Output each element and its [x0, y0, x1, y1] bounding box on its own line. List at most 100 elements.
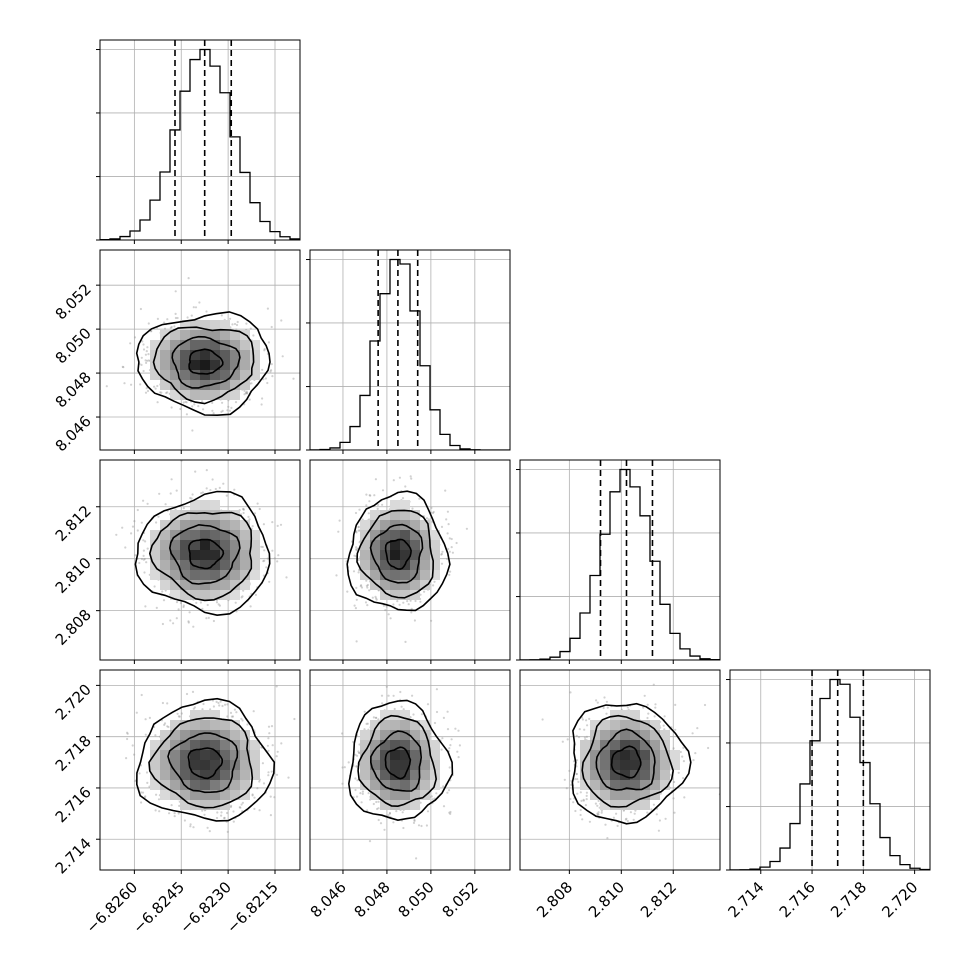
scatter-point [260, 746, 263, 749]
scatter-point [201, 607, 204, 611]
scatter-point [254, 593, 257, 597]
scatter-point [131, 744, 134, 747]
density-bin [200, 560, 210, 570]
scatter-point [341, 732, 344, 735]
scatter-point [447, 523, 450, 526]
y-tick-label: 2.718 [52, 732, 95, 775]
density-bin [150, 530, 160, 540]
density-bin [210, 710, 220, 720]
density-bin [390, 500, 400, 510]
scatter-point [163, 722, 167, 725]
scatter-point [576, 778, 579, 781]
density-bin [600, 760, 610, 770]
density-bin [240, 370, 250, 380]
scatter-point [582, 799, 585, 802]
y-tick-label: 2.808 [52, 606, 95, 649]
density-bin [250, 550, 260, 560]
scatter-point [365, 584, 368, 587]
density-bin [360, 540, 370, 550]
scatter-point [355, 531, 358, 534]
density-bin [370, 720, 380, 730]
scatter-point [400, 705, 403, 708]
scatter-point [187, 620, 190, 623]
scatter-point [420, 824, 423, 828]
contour-level-3 [135, 311, 271, 417]
density-bin [240, 340, 250, 350]
scatter-point [139, 383, 142, 386]
density-bin [170, 590, 180, 600]
density-bin [180, 350, 190, 360]
density-bin [190, 330, 200, 340]
contour-level-0 [384, 538, 412, 570]
scatter-point [193, 706, 196, 709]
scatter-point [192, 625, 195, 628]
scatter-point [221, 409, 224, 412]
density-bin [180, 740, 190, 750]
contour-level-3 [571, 702, 692, 825]
density-bin [640, 740, 650, 750]
y-tick-label: 2.716 [52, 783, 95, 826]
density-bin [190, 720, 200, 730]
density-bin [400, 720, 410, 730]
density-bin [210, 760, 220, 770]
scatter-point [581, 818, 584, 821]
scatter-point [187, 277, 190, 280]
density-bin [630, 750, 640, 760]
density-bin [230, 520, 240, 530]
density-bin [200, 550, 210, 560]
density-bin [230, 360, 240, 370]
density-bin [240, 360, 250, 370]
scatter-point [368, 840, 372, 843]
contour-level-0 [187, 747, 223, 780]
density-bin [220, 510, 230, 520]
x-tick-label: −6.8215 [223, 878, 282, 937]
scatter-point [215, 700, 218, 704]
scatter-point [142, 558, 145, 561]
scatter-point [187, 621, 190, 624]
scatter-point [133, 520, 136, 523]
scatter-point [241, 595, 244, 598]
scatter-point [418, 497, 421, 500]
density-bin [150, 540, 160, 550]
scatter-point [572, 760, 576, 763]
density-bin [160, 340, 170, 350]
scatter-point [169, 326, 172, 329]
density-bin [160, 530, 170, 540]
scatter-point [276, 750, 279, 753]
density-bin [190, 750, 200, 760]
scatter-point [377, 800, 380, 803]
scatter-point [176, 712, 179, 715]
scatter-point [352, 570, 356, 573]
scatter-point [579, 791, 582, 794]
density-bin [230, 790, 240, 800]
scatter-point [230, 715, 234, 718]
scatter-point [267, 749, 270, 752]
density-bin [610, 770, 620, 780]
scatter-point [357, 529, 360, 532]
density-bin [410, 760, 420, 770]
scatter-point [585, 794, 588, 798]
scatter-point [385, 685, 388, 688]
scatter-point [268, 732, 271, 735]
scatter-point [691, 732, 694, 735]
density-bin [430, 750, 440, 760]
scatter-point [280, 742, 283, 745]
density-bin [390, 710, 400, 720]
density-bin [170, 550, 180, 560]
density-bin [630, 780, 640, 790]
density-bin [610, 710, 620, 720]
scatter-point [629, 811, 633, 814]
scatter-point [143, 557, 146, 561]
scatter-point [293, 717, 296, 721]
scatter-point [392, 603, 395, 606]
scatter-point [142, 369, 145, 373]
density-bin [390, 760, 400, 770]
density-bin [190, 580, 200, 590]
scatter-point [682, 760, 686, 763]
density-bin [230, 390, 240, 400]
y-tick-label: 8.050 [52, 324, 95, 367]
scatter-point [597, 811, 600, 814]
scatter-point [357, 525, 360, 528]
density-bin [150, 550, 160, 560]
density-bin [210, 340, 220, 350]
